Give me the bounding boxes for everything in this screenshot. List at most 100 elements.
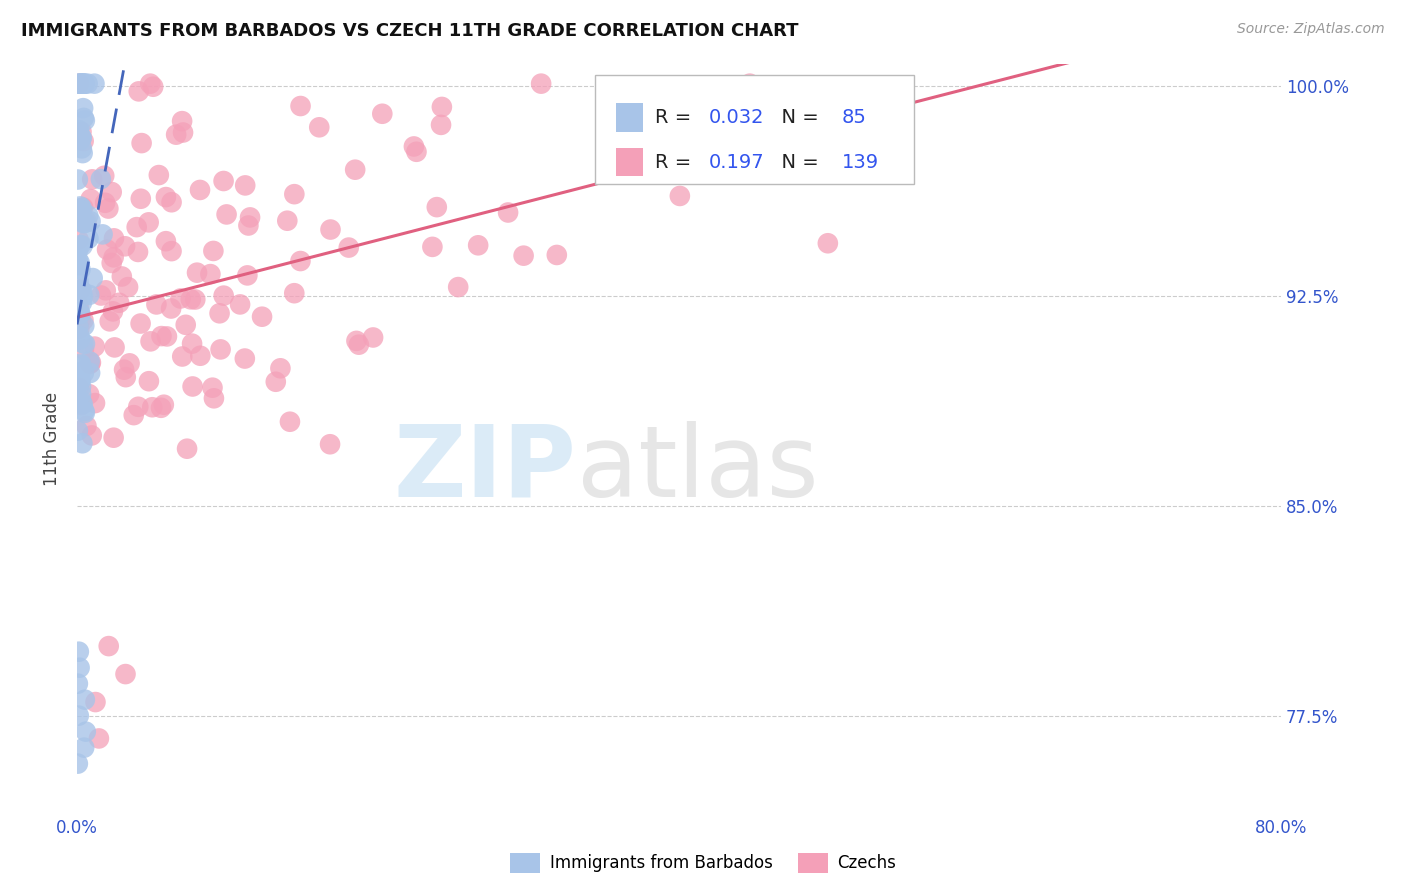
Point xyxy=(69,333,91,347)
Point xyxy=(67,306,90,320)
Point xyxy=(73,740,96,755)
Point xyxy=(156,329,179,343)
Point xyxy=(148,168,170,182)
Point xyxy=(139,77,162,91)
Point xyxy=(73,404,96,418)
Point xyxy=(67,77,90,91)
Point xyxy=(114,239,136,253)
Point xyxy=(150,329,173,343)
Point xyxy=(188,349,211,363)
Point xyxy=(73,692,96,706)
Point xyxy=(69,373,91,387)
FancyBboxPatch shape xyxy=(616,103,643,132)
Point xyxy=(70,131,93,145)
Point xyxy=(70,141,93,155)
Point xyxy=(202,392,225,406)
Point xyxy=(67,645,90,659)
Point xyxy=(72,313,94,327)
Text: N =: N = xyxy=(769,153,825,171)
Point xyxy=(69,262,91,277)
Point xyxy=(103,251,125,265)
Point xyxy=(75,216,97,230)
Point xyxy=(97,202,120,216)
Point xyxy=(180,293,202,307)
Point xyxy=(76,77,98,91)
Point xyxy=(70,131,93,145)
Point xyxy=(337,241,360,255)
Point xyxy=(229,297,252,311)
Point xyxy=(67,380,90,394)
Point xyxy=(75,419,97,434)
Point xyxy=(100,256,122,270)
Point xyxy=(174,318,197,332)
Point xyxy=(69,307,91,321)
Point xyxy=(114,370,136,384)
Point xyxy=(430,118,453,132)
Point xyxy=(98,314,121,328)
Point xyxy=(405,145,427,159)
Text: ZIP: ZIP xyxy=(394,420,576,517)
Point xyxy=(738,77,761,91)
Point xyxy=(73,77,96,91)
Point xyxy=(76,214,98,228)
Point xyxy=(467,238,489,252)
Text: 0.197: 0.197 xyxy=(709,153,765,171)
Point xyxy=(402,139,425,153)
Point xyxy=(669,189,692,203)
Point xyxy=(83,340,105,354)
Point xyxy=(127,244,149,259)
Point xyxy=(103,231,125,245)
Point xyxy=(77,288,100,302)
Point xyxy=(69,199,91,213)
Point xyxy=(72,397,94,411)
Point xyxy=(67,125,90,139)
Point xyxy=(84,396,107,410)
Point xyxy=(67,377,90,392)
Point xyxy=(278,415,301,429)
Point xyxy=(155,234,177,248)
Point xyxy=(66,676,89,690)
Point xyxy=(70,380,93,394)
Point xyxy=(208,306,231,320)
Point xyxy=(319,437,342,451)
Point xyxy=(447,280,470,294)
Point xyxy=(70,203,93,218)
Text: 139: 139 xyxy=(842,153,879,171)
Point xyxy=(139,334,162,349)
Point xyxy=(165,128,187,142)
Point xyxy=(344,162,367,177)
Point xyxy=(69,329,91,343)
Point xyxy=(72,201,94,215)
Point xyxy=(87,731,110,746)
Point xyxy=(67,283,90,297)
Point xyxy=(73,134,96,148)
Point xyxy=(101,304,124,318)
Point xyxy=(72,436,94,450)
Point xyxy=(67,202,90,216)
Point xyxy=(82,172,104,186)
Point xyxy=(114,667,136,681)
Point xyxy=(69,661,91,675)
Text: N =: N = xyxy=(769,108,825,127)
Point xyxy=(817,236,839,251)
Point xyxy=(276,213,298,227)
Point xyxy=(90,288,112,302)
Point xyxy=(70,394,93,409)
Point xyxy=(233,178,256,193)
Point xyxy=(233,351,256,366)
Point xyxy=(69,283,91,297)
Text: 0.032: 0.032 xyxy=(709,108,765,127)
Point xyxy=(131,136,153,150)
Point xyxy=(283,187,305,202)
Point xyxy=(269,361,291,376)
Point xyxy=(117,280,139,294)
Point xyxy=(91,227,114,242)
Point xyxy=(319,222,342,236)
Point xyxy=(600,130,623,145)
Point xyxy=(150,401,173,415)
Point xyxy=(155,190,177,204)
Point xyxy=(160,195,183,210)
Point xyxy=(250,310,273,324)
Point xyxy=(181,379,204,393)
Point xyxy=(80,192,103,206)
